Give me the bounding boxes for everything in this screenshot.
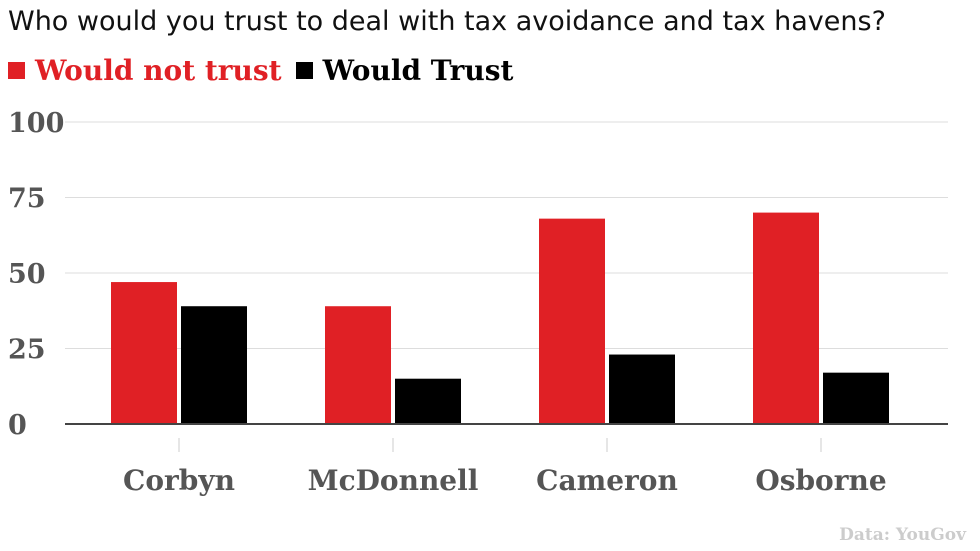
legend-item-would-not-trust: Would not trust [8, 54, 282, 87]
y-tick-label: 75 [8, 184, 46, 215]
y-tick-label: 0 [8, 410, 27, 441]
legend: Would not trust Would Trust [8, 54, 527, 87]
y-tick-label: 25 [8, 335, 46, 366]
legend-swatch-would-trust [295, 62, 313, 79]
legend-swatch-would-not-trust [8, 62, 25, 79]
x-tick-label: Cameron [536, 464, 678, 497]
bar-would-not-trust [539, 218, 605, 424]
bar-would-trust [181, 306, 247, 424]
bar-would-not-trust [111, 282, 177, 424]
legend-label-would-not-trust: Would not trust [35, 54, 282, 87]
y-tick-label: 100 [8, 108, 64, 139]
x-tick-label: Osborne [755, 464, 886, 497]
legend-item-would-trust: Would Trust [295, 54, 514, 87]
bar-would-not-trust [753, 212, 819, 424]
x-tick-label: Corbyn [123, 464, 235, 497]
bar-would-trust [609, 354, 675, 424]
bar-would-trust [823, 372, 889, 424]
bar-would-trust [395, 378, 461, 424]
x-tick-label: McDonnell [308, 464, 479, 497]
y-tick-label: 50 [8, 259, 46, 290]
data-source: Data: YouGov [839, 525, 966, 545]
legend-label-would-trust: Would Trust [322, 54, 514, 87]
bar-would-not-trust [325, 306, 391, 424]
chart-title: Who would you trust to deal with tax avo… [8, 6, 886, 37]
